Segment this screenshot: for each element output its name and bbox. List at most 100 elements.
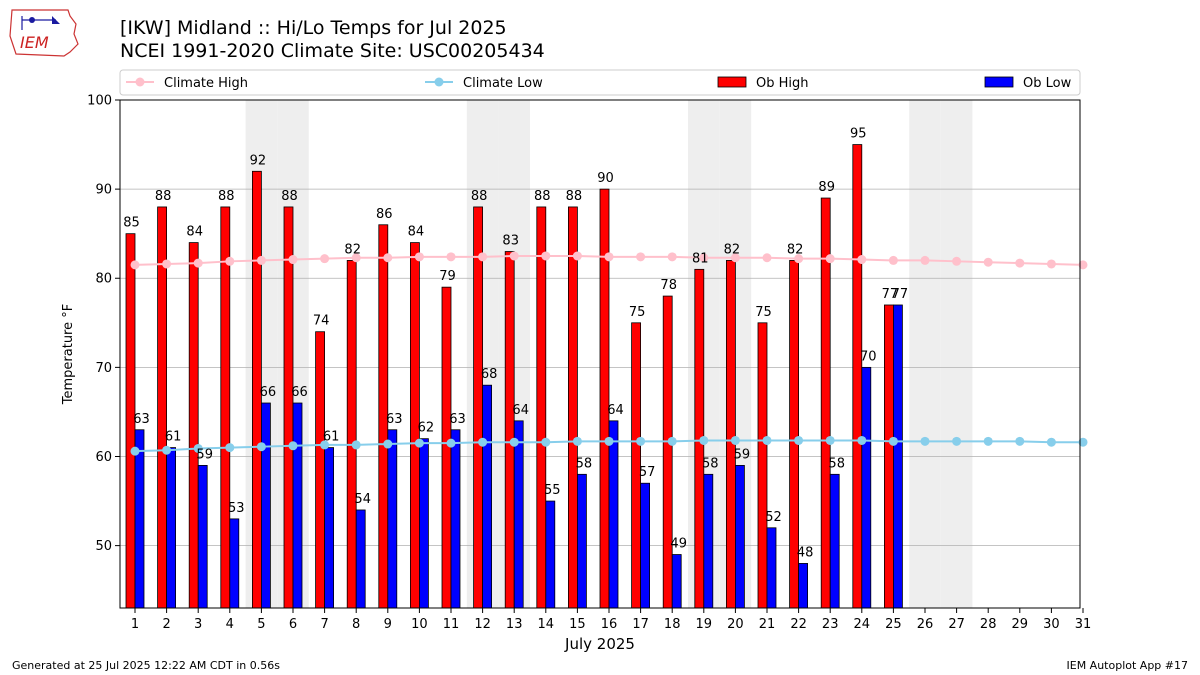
ob-high-label-day-7: 74 [313, 314, 330, 329]
ob-low-bar-day-4 [229, 518, 240, 609]
climate-low-point-day-9 [383, 439, 393, 449]
x-tick-label-4: 4 [226, 617, 234, 632]
ob-low-bar-day-22 [798, 563, 808, 609]
ob-low-label-day-9: 63 [386, 412, 403, 427]
climate-high-point-day-15 [572, 251, 582, 261]
ob-low-bar-day-10 [418, 438, 429, 609]
legend-ob-low-bar-swatch [984, 76, 1014, 88]
ob-high-label-day-13: 83 [502, 234, 519, 249]
x-tick-label-30: 30 [1043, 617, 1060, 632]
legend: Climate High Climate Low Ob High Ob Low [119, 69, 1081, 96]
climate-high-point-day-26 [920, 255, 930, 265]
app-label: IEM Autoplot App #17 [1066, 659, 1189, 672]
climate-low-point-day-25 [888, 436, 898, 446]
ob-high-bar-day-8 [346, 260, 357, 609]
climate-high-point-day-20 [730, 253, 740, 263]
ob-low-label-day-10: 62 [418, 421, 435, 436]
ob-high-label-day-1: 85 [123, 216, 140, 231]
ob-low-bar-day-9 [387, 429, 398, 609]
climate-high-point-day-6 [288, 255, 298, 265]
ob-high-label-day-18: 78 [660, 278, 677, 293]
x-tick-label-5: 5 [257, 617, 265, 632]
ob-low-label-day-11: 63 [449, 412, 466, 427]
ob-low-label-day-13: 64 [512, 403, 529, 418]
climate-high-point-day-23 [825, 254, 835, 264]
climate-low-point-day-3 [193, 443, 203, 453]
legend-climate-high-marker [135, 77, 145, 87]
climate-low-point-day-29 [1015, 436, 1025, 446]
x-tick-label-29: 29 [1012, 617, 1029, 632]
ob-high-label-day-8: 82 [344, 242, 361, 257]
climate-high-point-day-10 [414, 252, 424, 262]
ob-high-bar-day-21 [757, 322, 768, 609]
climate-high-point-day-19 [699, 253, 709, 263]
generated-timestamp: Generated at 25 Jul 2025 12:22 AM CDT in… [12, 659, 280, 672]
weekend-shade-day-27 [940, 100, 973, 608]
x-tick-label-13: 13 [506, 617, 523, 632]
iem-logo-graphic: IEM [9, 9, 79, 57]
climate-high-point-day-31 [1078, 260, 1088, 270]
x-tick-label-1: 1 [131, 617, 139, 632]
y-tick-label-50: 50 [95, 539, 112, 554]
ob-high-label-day-21: 75 [755, 305, 772, 320]
y-tick-label-100: 100 [87, 94, 112, 109]
ob-low-label-day-21: 52 [765, 510, 782, 525]
climate-low-point-day-7 [320, 440, 330, 450]
climate-low-point-day-16 [604, 436, 614, 446]
ob-low-bar-day-11 [450, 429, 461, 609]
climate-low-point-day-21 [762, 435, 772, 445]
ob-low-label-day-12: 68 [481, 367, 498, 382]
ob-low-label-day-2: 61 [165, 430, 182, 445]
ob-high-label-day-6: 88 [281, 189, 298, 204]
climate-high-point-day-17 [636, 252, 646, 262]
ob-low-bar-day-21 [766, 527, 777, 609]
ob-low-bar-day-2 [166, 447, 177, 609]
ob-high-bar-day-25 [884, 304, 894, 609]
y-tick-label-90: 90 [95, 183, 112, 198]
climate-high-point-day-24 [857, 255, 867, 265]
ob-high-label-day-9: 86 [376, 207, 393, 222]
climate-low-point-day-15 [572, 436, 582, 446]
logo-text: IEM [20, 33, 49, 52]
legend-climate-high-label: Climate High [164, 76, 248, 91]
ob-low-bar-day-25 [893, 304, 903, 609]
ob-low-label-day-4: 53 [228, 501, 245, 516]
x-tick-label-26: 26 [917, 617, 934, 632]
y-tick-label-70: 70 [95, 361, 112, 376]
climate-low-point-day-2 [162, 445, 172, 455]
ob-high-bar-day-14 [536, 206, 547, 609]
climate-high-point-day-29 [1015, 258, 1025, 268]
ob-high-bar-day-11 [441, 286, 452, 609]
x-tick-label-27: 27 [948, 617, 965, 632]
ob-low-label-day-24: 70 [860, 349, 877, 364]
ob-low-bar-day-3 [197, 465, 208, 609]
climate-high-point-day-8 [351, 253, 361, 263]
ob-high-label-day-16: 90 [597, 171, 614, 186]
ob-low-bar-day-20 [735, 465, 745, 609]
ob-high-label-day-17: 75 [629, 305, 646, 320]
weekend-shade-day-26 [909, 100, 941, 608]
y-tick-label-60: 60 [95, 450, 112, 465]
ob-low-bar-day-7 [324, 447, 335, 609]
ob-low-bar-day-8 [355, 509, 366, 609]
climate-low-point-day-17 [636, 436, 646, 446]
x-tick-label-28: 28 [980, 617, 997, 632]
ob-high-bar-day-4 [220, 206, 231, 609]
ob-low-bar-day-18 [671, 554, 682, 609]
x-tick-label-22: 22 [790, 617, 807, 632]
x-tick-label-7: 7 [320, 617, 328, 632]
ob-high-bar-day-24 [852, 144, 863, 609]
climate-high-point-day-16 [604, 252, 614, 262]
x-tick-label-19: 19 [696, 617, 713, 632]
climate-low-point-day-4 [225, 443, 235, 453]
ob-low-label-day-3: 59 [196, 447, 213, 462]
climate-high-point-day-21 [762, 253, 772, 263]
climate-low-point-day-8 [351, 440, 361, 450]
ob-high-label-day-3: 84 [186, 225, 203, 240]
climate-high-point-day-3 [193, 258, 203, 268]
climate-high-point-day-14 [541, 251, 551, 261]
climate-high-point-day-2 [162, 259, 172, 269]
climate-high-point-day-28 [983, 257, 993, 267]
ob-low-label-day-15: 58 [576, 456, 593, 471]
climate-high-point-day-22 [794, 254, 804, 264]
